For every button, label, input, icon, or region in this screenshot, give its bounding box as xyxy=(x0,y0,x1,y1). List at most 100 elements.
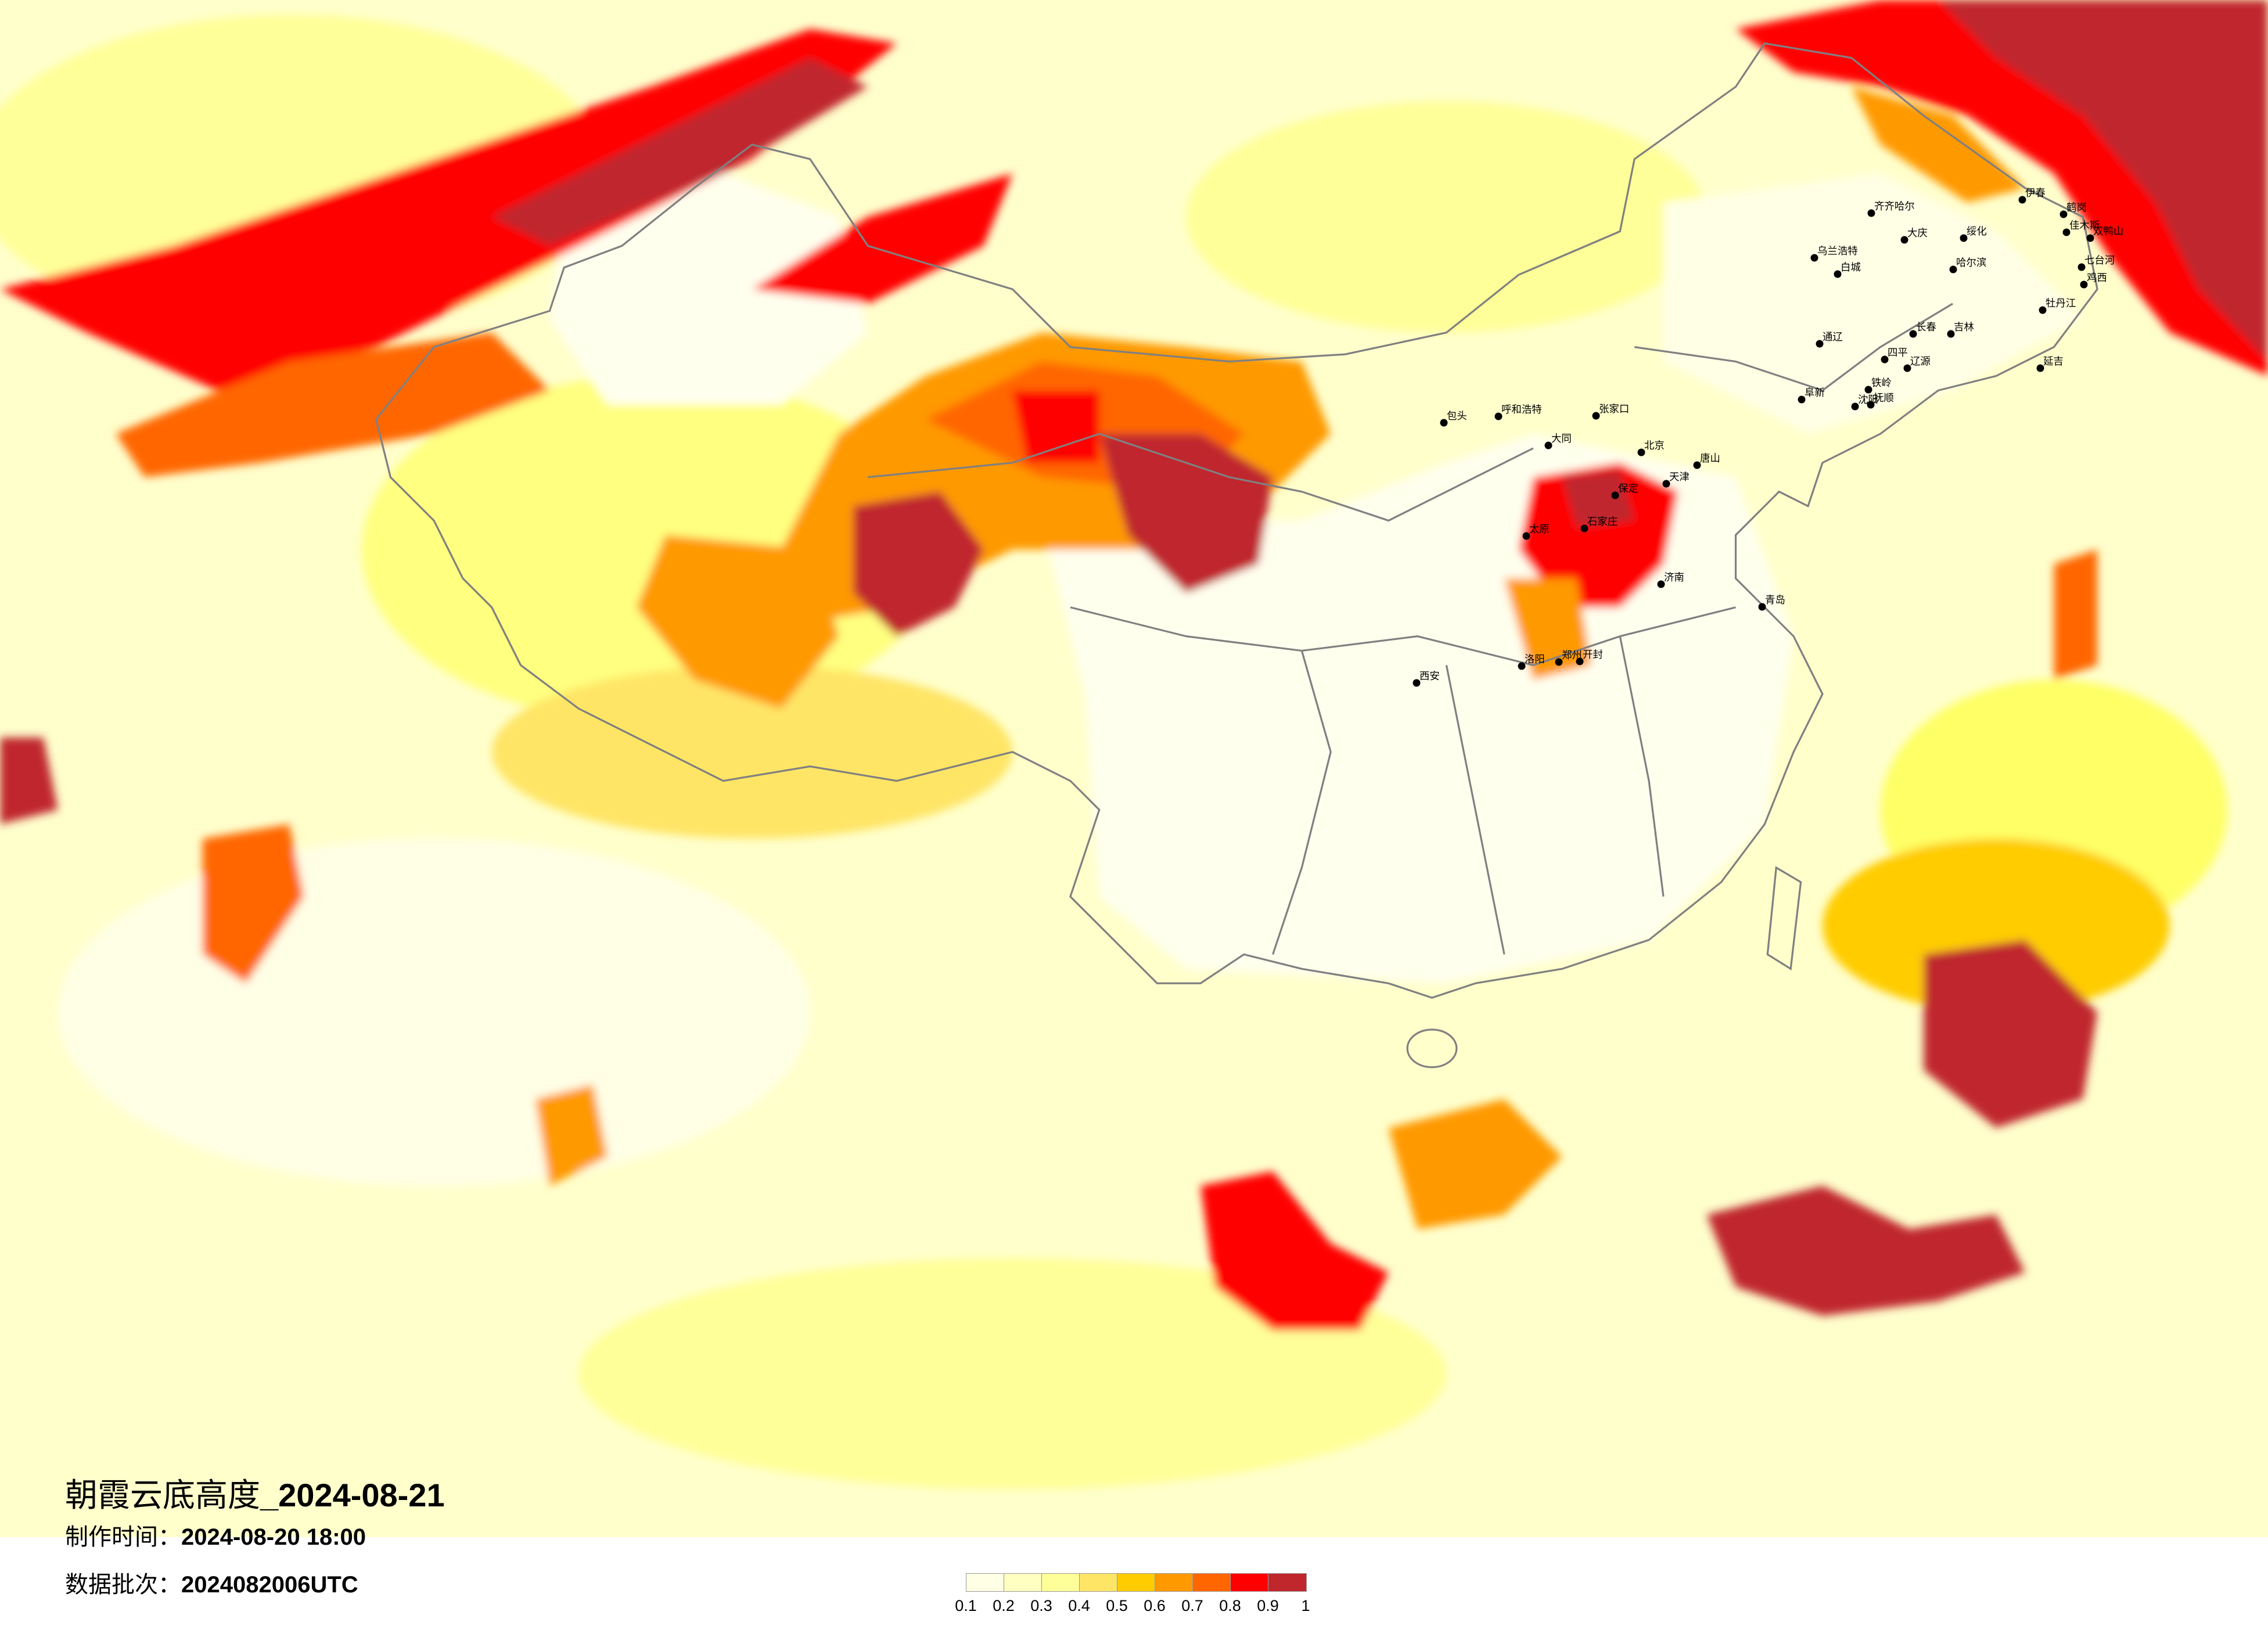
city-label: 齐齐哈尔 xyxy=(1874,201,1915,213)
city-dot xyxy=(1851,402,1859,411)
city-dot xyxy=(1544,441,1552,449)
city-dot xyxy=(2062,228,2071,236)
city-dot xyxy=(1522,532,1530,540)
city-dot xyxy=(2086,234,2094,242)
city-dot xyxy=(2080,280,2088,289)
city-dot xyxy=(1657,580,1665,588)
city-label: 天津 xyxy=(1669,472,1690,483)
legend-swatch xyxy=(1268,1574,1306,1591)
made-time: 制作时间：2024-08-20 18:00 xyxy=(65,1518,366,1552)
city-dot xyxy=(2018,196,2026,204)
legend-swatch xyxy=(1117,1574,1155,1591)
city-dot xyxy=(1881,355,1889,364)
city-label: 包头 xyxy=(1447,411,1467,422)
city-dot xyxy=(1960,234,1968,242)
city-label: 阜新 xyxy=(1805,387,1825,399)
city-dot xyxy=(1494,412,1503,420)
city-dot xyxy=(1440,419,1448,427)
legend-tick-labels: 0.1 0.2 0.3 0.4 0.5 0.6 0.7 0.8 0.9 1 xyxy=(953,1597,1324,1620)
city-label: 唐山 xyxy=(1700,452,1720,465)
city-dot xyxy=(1810,254,1818,262)
city-dot xyxy=(1909,330,1917,338)
city-label: 洛阳 xyxy=(1525,654,1545,665)
city-label: 保定 xyxy=(1618,483,1638,495)
city-label: 铁岭 xyxy=(1871,377,1892,389)
cloud-field xyxy=(0,0,2268,1490)
city-dot xyxy=(1758,603,1766,611)
city-label: 通辽 xyxy=(1823,332,1843,343)
city-dot xyxy=(1949,265,1957,274)
city-label: 呼和浩特 xyxy=(1501,404,1542,416)
legend-tick: 0.2 xyxy=(993,1597,1015,1614)
made-time-label: 制作时间： xyxy=(65,1524,181,1551)
city-dot xyxy=(1693,461,1701,469)
color-legend xyxy=(966,1573,1307,1592)
city-label: 伊春 xyxy=(2025,188,2046,199)
city-dot xyxy=(1662,480,1670,488)
legend-swatch xyxy=(1080,1574,1117,1591)
city-label: 北京 xyxy=(1644,440,1665,452)
city-dot xyxy=(1637,448,1645,456)
city-label: 四平 xyxy=(1888,347,1908,359)
city-dot xyxy=(1867,209,1875,217)
city-label: 开封 xyxy=(1583,649,1603,661)
city-label: 鹤岗 xyxy=(2066,202,2087,214)
city-dot xyxy=(1592,412,1600,420)
city-label: 大庆 xyxy=(1907,228,1928,239)
border-lines xyxy=(375,42,2098,1069)
data-batch: 数据批次：2024082006UTC xyxy=(65,1566,358,1599)
legend-swatch xyxy=(966,1574,1004,1591)
city-label: 西安 xyxy=(1419,671,1440,682)
legend-tick: 0.4 xyxy=(1068,1597,1090,1614)
legend-tick: 0.7 xyxy=(1181,1597,1203,1614)
city-label: 延吉 xyxy=(2043,356,2064,368)
city-dot xyxy=(2036,364,2044,372)
batch-label: 数据批次： xyxy=(65,1571,181,1598)
legend-tick: 0.9 xyxy=(1257,1597,1279,1614)
city-label: 七台河 xyxy=(2084,255,2115,267)
city-dot xyxy=(1518,662,1526,670)
city-label: 石家庄 xyxy=(1587,516,1618,528)
city-label: 哈尔滨 xyxy=(1956,257,1986,269)
city-dot xyxy=(2039,306,2047,314)
city-label: 吉林 xyxy=(1954,322,1974,333)
title-date: _2024-08-21 xyxy=(260,1477,445,1513)
city-label: 绥化 xyxy=(1967,226,1987,238)
city-dot xyxy=(1903,364,1911,372)
legend-swatch xyxy=(1193,1574,1231,1591)
city-label: 郑州 xyxy=(1562,650,1582,661)
city-dot xyxy=(1900,236,1908,244)
city-label: 济南 xyxy=(1664,572,1684,584)
city-dot xyxy=(1834,270,1842,278)
city-dot xyxy=(1580,524,1588,533)
city-label: 白城 xyxy=(1841,262,1861,274)
batch-value: 2024082006UTC xyxy=(181,1572,358,1598)
title-text: 朝霞云底高度 xyxy=(65,1477,260,1515)
city-dot xyxy=(1412,679,1421,687)
city-label: 乌兰浩特 xyxy=(1817,246,1858,257)
city-label: 太原 xyxy=(1529,524,1550,535)
taiwan-border xyxy=(1766,866,1802,971)
legend-tick: 0.5 xyxy=(1106,1597,1128,1614)
city-dot xyxy=(1555,658,1563,666)
city-dot xyxy=(1611,491,1619,499)
legend-swatch xyxy=(1042,1574,1080,1591)
city-label: 长春 xyxy=(1916,322,1936,333)
city-label: 抚顺 xyxy=(1874,393,1894,404)
city-dot xyxy=(1816,340,1824,348)
made-time-value: 2024-08-20 18:00 xyxy=(181,1524,366,1550)
city-dot xyxy=(1864,386,1872,394)
legend-swatch xyxy=(1004,1574,1042,1591)
city-dot xyxy=(1947,330,1955,338)
legend-tick: 1 xyxy=(1301,1597,1310,1614)
legend-tick: 0.3 xyxy=(1030,1597,1052,1614)
city-dot xyxy=(2077,263,2086,271)
legend-tick: 0.8 xyxy=(1219,1597,1241,1614)
city-dot xyxy=(1867,401,1875,409)
legend-tick: 0.1 xyxy=(955,1597,977,1614)
city-label: 双鸭山 xyxy=(2093,226,2123,238)
city-label: 大同 xyxy=(1551,433,1572,445)
city-label: 青岛 xyxy=(1765,595,1785,606)
